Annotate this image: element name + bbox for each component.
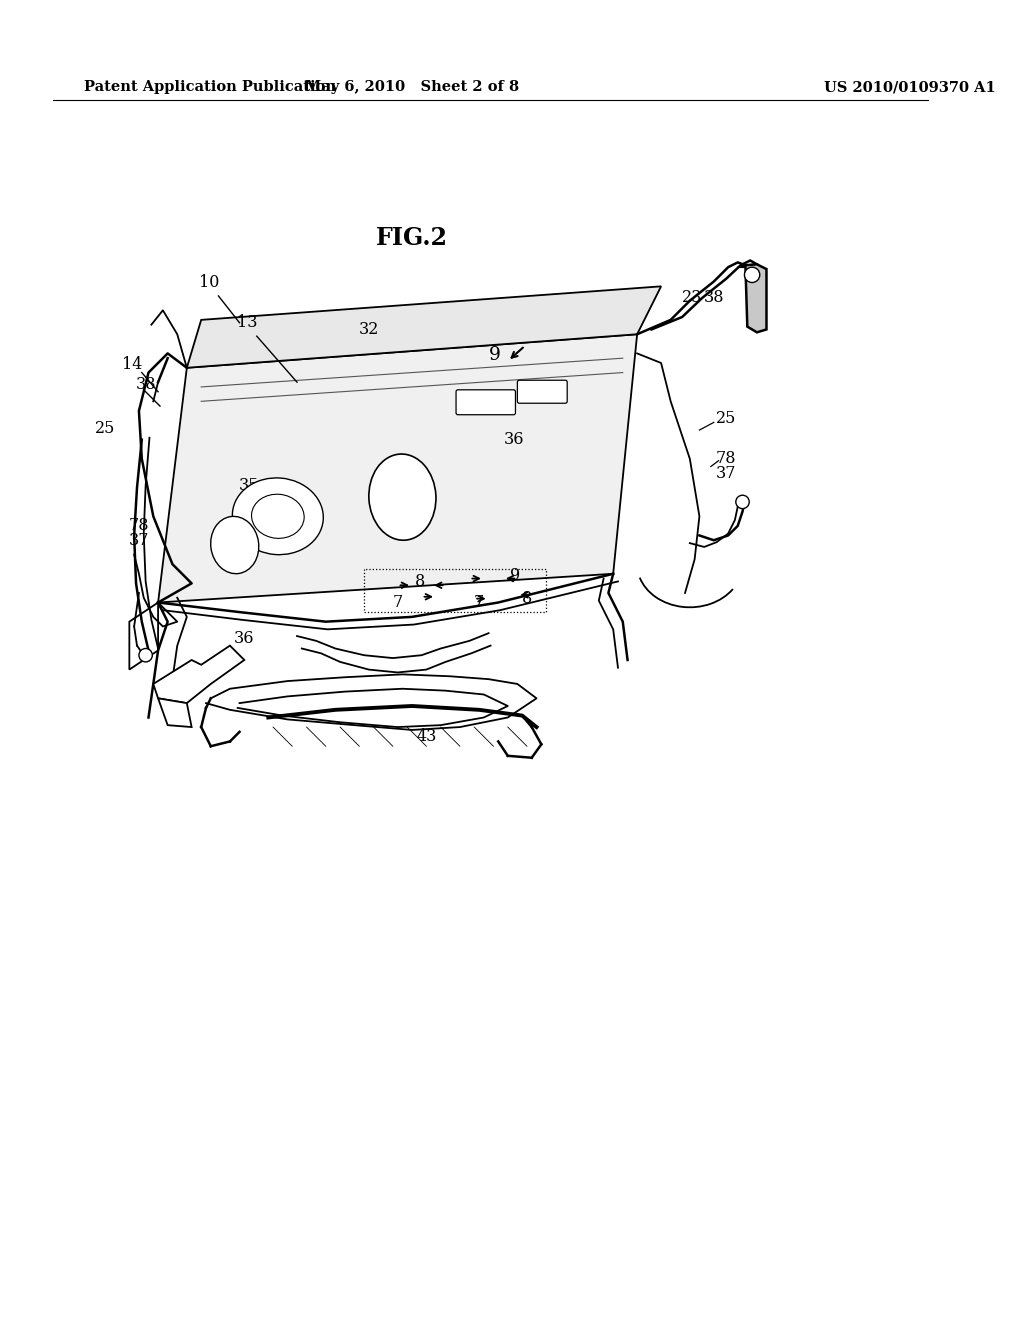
Text: 78: 78 — [716, 450, 736, 467]
Text: 43: 43 — [416, 729, 436, 746]
Text: FIG.2: FIG.2 — [376, 227, 447, 251]
Text: Patent Application Publication: Patent Application Publication — [84, 81, 336, 94]
Text: 25: 25 — [716, 411, 736, 428]
Text: 25: 25 — [95, 420, 116, 437]
Ellipse shape — [369, 454, 436, 540]
Text: 36: 36 — [234, 631, 255, 647]
Polygon shape — [186, 286, 662, 368]
Text: US 2010/0109370 A1: US 2010/0109370 A1 — [824, 81, 995, 94]
Polygon shape — [129, 602, 158, 669]
Ellipse shape — [252, 494, 304, 539]
Text: 36: 36 — [504, 432, 524, 447]
Circle shape — [744, 267, 760, 282]
Text: 37: 37 — [129, 532, 150, 549]
Text: 7: 7 — [392, 594, 402, 611]
Polygon shape — [158, 334, 637, 602]
FancyBboxPatch shape — [456, 389, 515, 414]
Text: 10: 10 — [199, 275, 219, 290]
Text: 8: 8 — [415, 573, 425, 590]
Text: 35: 35 — [239, 477, 259, 494]
Text: 9: 9 — [510, 568, 520, 585]
Polygon shape — [745, 264, 767, 333]
Polygon shape — [737, 264, 757, 267]
Circle shape — [736, 495, 750, 508]
Text: 7: 7 — [474, 594, 484, 611]
Text: 8: 8 — [522, 590, 532, 607]
Polygon shape — [154, 645, 245, 704]
Text: 37: 37 — [716, 465, 736, 482]
Text: 9: 9 — [488, 346, 501, 364]
Polygon shape — [158, 698, 191, 727]
Ellipse shape — [232, 478, 324, 554]
Text: 14: 14 — [122, 356, 142, 374]
Text: May 6, 2010   Sheet 2 of 8: May 6, 2010 Sheet 2 of 8 — [305, 81, 519, 94]
FancyBboxPatch shape — [517, 380, 567, 403]
Text: 23: 23 — [682, 289, 701, 306]
Text: 13: 13 — [237, 314, 257, 331]
Text: 38: 38 — [135, 376, 156, 392]
Text: 78: 78 — [129, 517, 150, 535]
Circle shape — [139, 648, 153, 661]
Text: 32: 32 — [358, 321, 379, 338]
Text: 38: 38 — [703, 289, 724, 306]
Ellipse shape — [211, 516, 259, 574]
